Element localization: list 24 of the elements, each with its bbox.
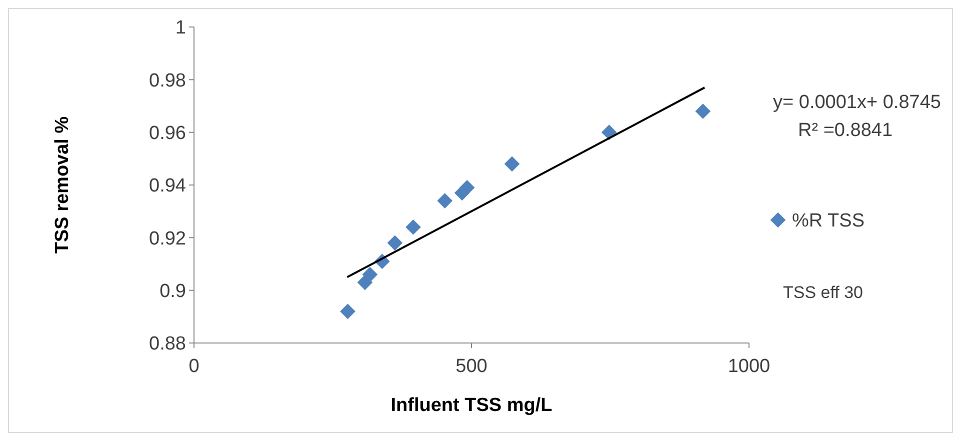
y-tick-label: 0.94 [149, 176, 186, 197]
point [362, 266, 378, 282]
x-tick-label: 500 [456, 356, 488, 377]
point [406, 219, 421, 235]
legend-label: %R TSS [792, 210, 865, 232]
text: TSS eff 30 [783, 283, 864, 302]
y-tick-label: 0.98 [149, 70, 186, 92]
y-tick-label: 0.96 [149, 122, 186, 144]
point [340, 304, 356, 320]
y-tick-label: 0.92 [149, 228, 186, 250]
x-tick-label: 0 [188, 356, 200, 377]
y-tick-label: 0.88 [149, 334, 186, 355]
point [437, 193, 453, 208]
point [459, 180, 475, 196]
y-tick-label: 0.9 [160, 280, 186, 302]
text: y= 0.0001x+ 0.8745 [773, 92, 941, 113]
point [387, 235, 403, 251]
point [504, 156, 520, 172]
x-tick-label: 1000 [728, 356, 770, 377]
y-axis-title: TSS removal % [52, 116, 73, 254]
y-tick-label: 1 [175, 18, 186, 39]
x-axis-title: Influent TSS mg/L [390, 395, 553, 416]
text: R² =0.8841 [798, 120, 893, 141]
point [695, 104, 711, 119]
